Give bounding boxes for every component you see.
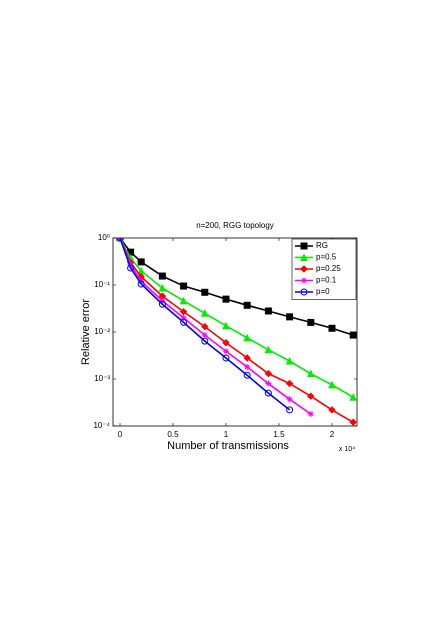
marker bbox=[307, 318, 315, 326]
x-multiplier: x 10⁴ bbox=[339, 446, 355, 453]
marker bbox=[328, 406, 336, 414]
marker bbox=[243, 301, 251, 309]
marker bbox=[179, 308, 188, 316]
x-tick-label: 0 bbox=[118, 430, 123, 439]
marker bbox=[300, 242, 308, 250]
y-tick-label: 10⁻⁴ bbox=[93, 421, 110, 430]
marker bbox=[222, 339, 230, 347]
marker bbox=[158, 283, 167, 292]
marker bbox=[180, 318, 188, 326]
marker bbox=[179, 296, 188, 305]
y-tick-label: 10⁻³ bbox=[94, 374, 110, 383]
marker bbox=[244, 364, 251, 371]
marker bbox=[328, 324, 336, 332]
marker bbox=[201, 288, 209, 296]
plot-area bbox=[116, 238, 357, 426]
y-axis-label: Relative error bbox=[80, 299, 92, 365]
legend-label: p=0 bbox=[316, 287, 330, 296]
marker bbox=[116, 238, 124, 242]
series-line bbox=[119, 238, 291, 411]
x-tick-label: 1 bbox=[224, 430, 229, 439]
marker bbox=[265, 380, 272, 387]
marker bbox=[222, 295, 230, 303]
marker bbox=[137, 258, 145, 266]
marker bbox=[222, 348, 229, 355]
marker bbox=[307, 392, 315, 400]
marker bbox=[264, 369, 273, 378]
legend-label: p=0.25 bbox=[316, 264, 341, 273]
marker bbox=[127, 264, 135, 272]
marker bbox=[328, 380, 336, 389]
marker bbox=[300, 253, 308, 261]
marker bbox=[180, 282, 188, 290]
marker bbox=[264, 389, 272, 397]
marker bbox=[201, 322, 209, 331]
y-tick-label: 10⁻¹ bbox=[94, 280, 110, 289]
marker bbox=[300, 288, 308, 296]
marker bbox=[158, 300, 166, 308]
y-tick-label: 10⁰ bbox=[98, 233, 110, 242]
marker bbox=[200, 309, 209, 317]
marker bbox=[264, 307, 272, 315]
x-tick-label: 1.5 bbox=[273, 430, 285, 439]
marker bbox=[201, 337, 209, 345]
marker bbox=[285, 379, 294, 388]
marker bbox=[349, 393, 357, 401]
marker bbox=[286, 396, 293, 403]
marker bbox=[222, 321, 230, 330]
marker bbox=[285, 357, 294, 365]
marker bbox=[286, 406, 294, 414]
marker bbox=[349, 418, 357, 426]
marker bbox=[222, 354, 230, 362]
y-tick-label: 10⁻² bbox=[94, 327, 110, 336]
marker bbox=[300, 265, 308, 273]
marker bbox=[301, 277, 307, 284]
legend-label: RG bbox=[316, 241, 328, 250]
marker bbox=[286, 313, 294, 321]
marker bbox=[158, 272, 166, 280]
marker bbox=[349, 331, 357, 339]
x-tick-label: 0.5 bbox=[167, 430, 179, 439]
marker bbox=[137, 280, 145, 288]
x-axis-label: Number of transmissions bbox=[167, 440, 289, 452]
marker bbox=[201, 332, 208, 339]
marker bbox=[307, 411, 314, 418]
marker bbox=[306, 369, 315, 378]
legend-label: p=0.1 bbox=[316, 276, 337, 285]
marker bbox=[243, 333, 251, 342]
x-tick-label: 2 bbox=[330, 430, 335, 439]
marker bbox=[243, 354, 251, 362]
marker bbox=[180, 314, 187, 321]
legend-label: p=0.5 bbox=[316, 253, 337, 262]
chart-title: n=200, RGG topology bbox=[196, 221, 274, 230]
marker bbox=[243, 371, 251, 379]
marker bbox=[264, 345, 273, 354]
